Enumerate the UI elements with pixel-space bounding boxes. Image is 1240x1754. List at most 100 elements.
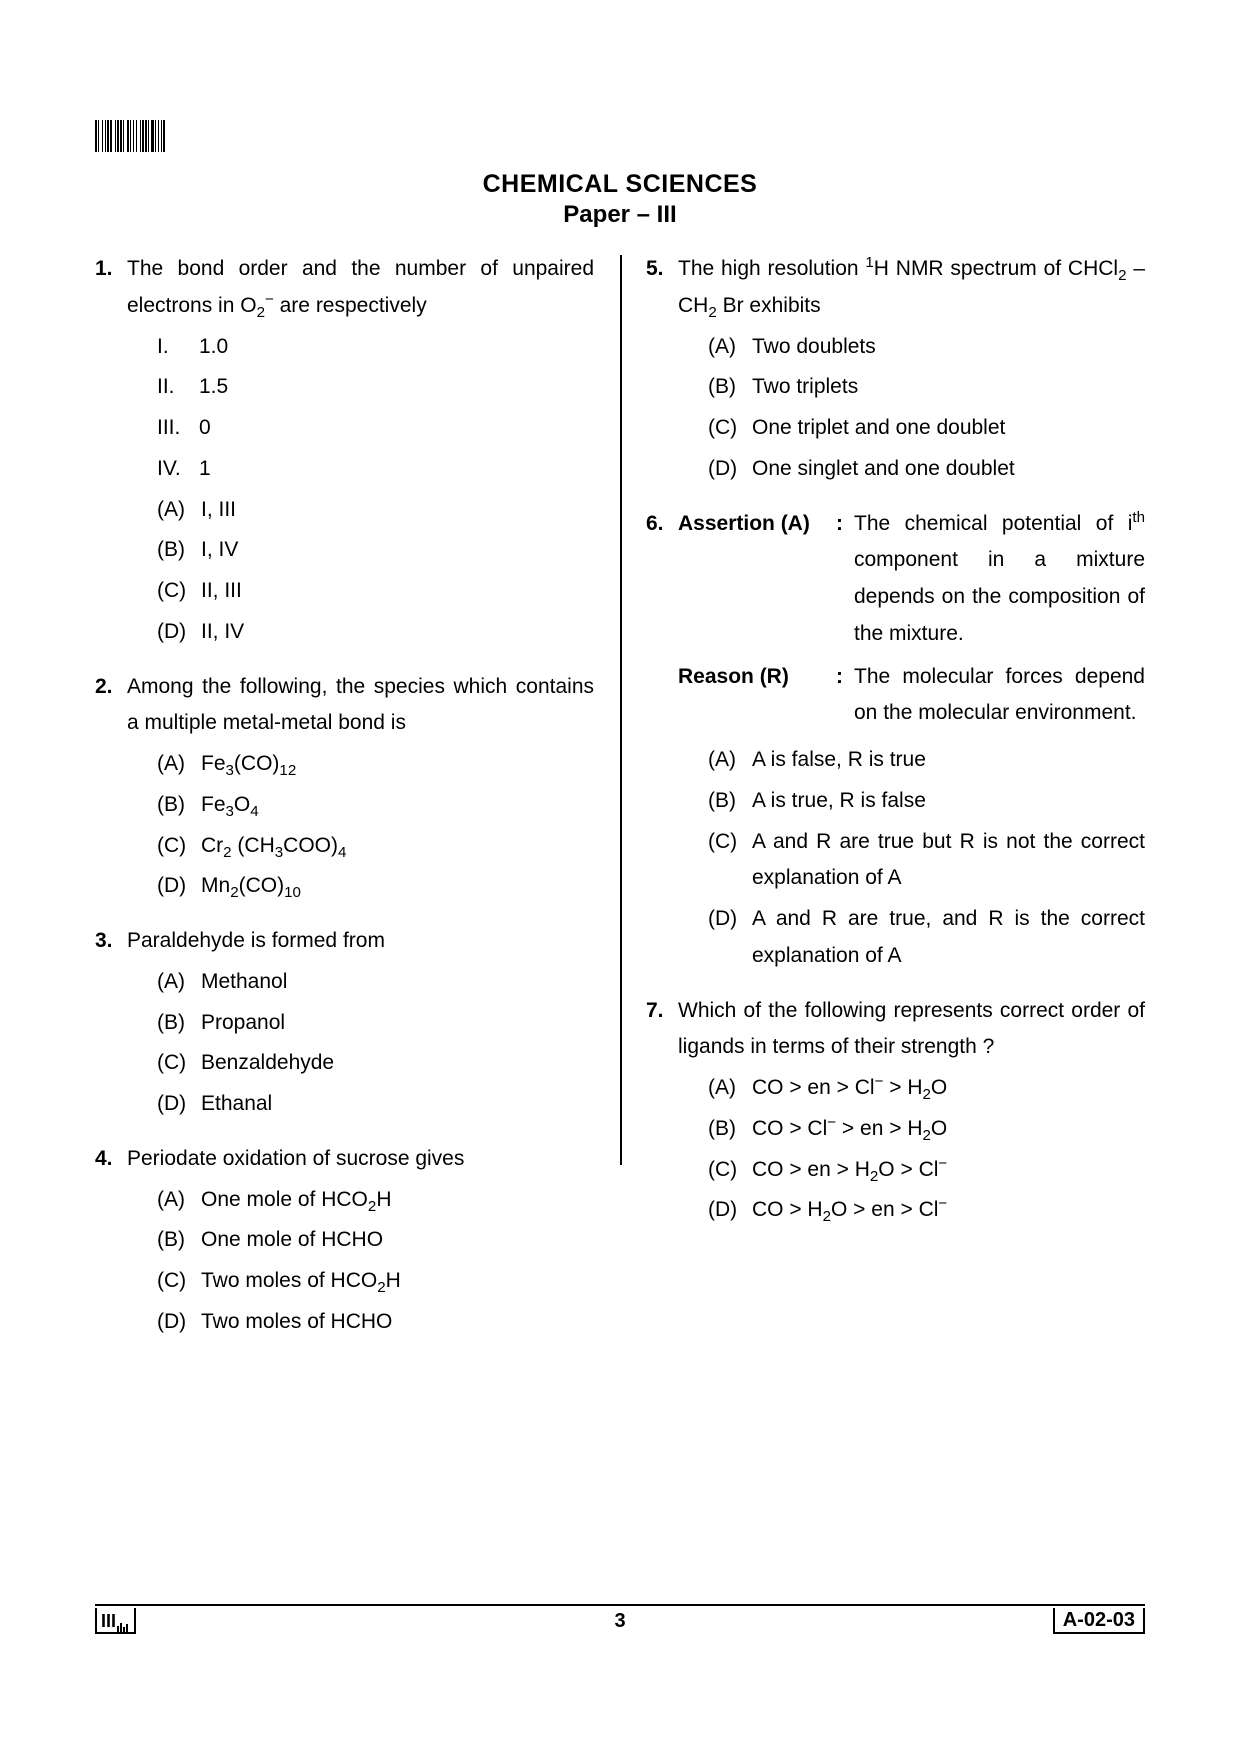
option-item: (A)Methanol bbox=[157, 964, 594, 1001]
option-text: Two doublets bbox=[752, 329, 1145, 366]
title-block: CHEMICAL SCIENCES Paper – III bbox=[95, 170, 1145, 229]
question: 4.Periodate oxidation of sucrose gives(A… bbox=[95, 1141, 594, 1345]
option-letter: (B) bbox=[708, 783, 752, 820]
footer-left-code: III bbox=[95, 1608, 136, 1634]
option-letter: (C) bbox=[157, 573, 201, 610]
option-item: (C)CO > en > H2O > Cl− bbox=[708, 1152, 1145, 1189]
option-letter: (A) bbox=[708, 329, 752, 366]
roman-item: II.1.5 bbox=[157, 369, 594, 406]
option-letter: (C) bbox=[708, 1152, 752, 1189]
question-number: 5. bbox=[646, 251, 678, 492]
option-text: Two moles of HCHO bbox=[201, 1304, 594, 1341]
question-number: 6. bbox=[646, 506, 678, 979]
option-item: (B)CO > Cl− > en > H2O bbox=[708, 1111, 1145, 1148]
question-stem: Among the following, the species which c… bbox=[127, 669, 594, 743]
option-letter: (D) bbox=[157, 868, 201, 905]
option-text: One mole of HCO2H bbox=[201, 1182, 594, 1219]
option-letter: (A) bbox=[157, 492, 201, 529]
option-text: I, IV bbox=[201, 532, 594, 569]
option-item: (C)Cr2 (CH3COO)4 bbox=[157, 828, 594, 865]
option-letter: (D) bbox=[708, 1192, 752, 1229]
options-list: (A)Two doublets(B)Two triplets (C)One tri… bbox=[678, 329, 1145, 488]
option-text: Fe3O4 bbox=[201, 787, 594, 824]
option-text: II, III bbox=[201, 573, 594, 610]
footer-right-code: A-02-03 bbox=[1053, 1608, 1145, 1634]
option-text: I, III bbox=[201, 492, 594, 529]
option-text: Two moles of HCO2H bbox=[201, 1263, 594, 1300]
option-letter: (A) bbox=[157, 1182, 201, 1219]
option-item: (B)A is true, R is false bbox=[708, 783, 1145, 820]
option-text: Benzaldehyde bbox=[201, 1045, 594, 1082]
option-letter: (B) bbox=[157, 1222, 201, 1259]
option-text: Methanol bbox=[201, 964, 594, 1001]
option-letter: (D) bbox=[157, 1086, 201, 1123]
option-text: One mole of HCHO bbox=[201, 1222, 594, 1259]
option-text: II, IV bbox=[201, 614, 594, 651]
reason-row: Reason (R):The molecular forces depend o… bbox=[678, 659, 1145, 733]
options-list: (A)Methanol(B)Propanol(C)Benzaldehyde(D)… bbox=[127, 964, 594, 1123]
question-stem: Periodate oxidation of sucrose gives bbox=[127, 1141, 594, 1178]
assertion-row: Assertion (A):The chemical potential of … bbox=[678, 506, 1145, 653]
option-text: Cr2 (CH3COO)4 bbox=[201, 828, 594, 865]
option-letter: (C) bbox=[157, 1045, 201, 1082]
footer-left-text: III bbox=[101, 1611, 116, 1632]
footer-mini-bars-icon bbox=[117, 1623, 128, 1632]
roman-text: 1.0 bbox=[199, 329, 228, 366]
column-divider bbox=[620, 255, 622, 1165]
options-list: (A)A is false, R is true(B)A is true, R … bbox=[678, 742, 1145, 975]
roman-text: 1.5 bbox=[199, 369, 228, 406]
option-letter: (B) bbox=[157, 1005, 201, 1042]
option-item: (D)Mn2(CO)10 bbox=[157, 868, 594, 905]
page-footer: III 3 A-02-03 bbox=[95, 1604, 1145, 1634]
option-letter: (A) bbox=[157, 746, 201, 783]
option-text: Mn2(CO)10 bbox=[201, 868, 594, 905]
option-text: CO > H2O > en > Cl− bbox=[752, 1192, 1145, 1229]
question-number: 3. bbox=[95, 923, 127, 1127]
option-item: (C)One triplet and one doublet bbox=[708, 410, 1145, 447]
colon: : bbox=[836, 506, 854, 653]
option-item: (A)CO > en > Cl− > H2O bbox=[708, 1070, 1145, 1107]
question-body: Periodate oxidation of sucrose gives (A)O… bbox=[127, 1141, 594, 1345]
roman-numeral: I. bbox=[157, 329, 199, 366]
question: 5.The high resolution 1H NMR spectrum of… bbox=[646, 251, 1145, 492]
reason-text: The molecular forces depend on the molec… bbox=[854, 659, 1145, 733]
option-text: CO > en > H2O > Cl− bbox=[752, 1152, 1145, 1189]
option-letter: (C) bbox=[708, 824, 752, 898]
option-item: (D)II, IV bbox=[157, 614, 594, 651]
question: 3.Paraldehyde is formed from (A)Methanol (… bbox=[95, 923, 594, 1127]
question: 2.Among the following, the species which… bbox=[95, 669, 594, 910]
option-text: One triplet and one doublet bbox=[752, 410, 1145, 447]
option-item: (D)Ethanal bbox=[157, 1086, 594, 1123]
option-item: (C)A and R are true but R is not the cor… bbox=[708, 824, 1145, 898]
question: 1.The bond order and the number of unpai… bbox=[95, 251, 594, 655]
roman-numeral: III. bbox=[157, 410, 199, 447]
options-list: (A)Fe3(CO)12(B)Fe3O4(C)Cr2 (CH3COO)4(D)M… bbox=[127, 746, 594, 905]
option-item: (A)Fe3(CO)12 bbox=[157, 746, 594, 783]
question-body: Assertion (A):The chemical potential of … bbox=[678, 506, 1145, 979]
option-text: Propanol bbox=[201, 1005, 594, 1042]
question-body: The bond order and the number of unpaire… bbox=[127, 251, 594, 655]
option-letter: (A) bbox=[708, 742, 752, 779]
option-letter: (C) bbox=[157, 1263, 201, 1300]
question-body: Among the following, the species which c… bbox=[127, 669, 594, 910]
question-stem: Paraldehyde is formed from bbox=[127, 923, 594, 960]
question: 6.Assertion (A):The chemical potential o… bbox=[646, 506, 1145, 979]
question-number: 2. bbox=[95, 669, 127, 910]
option-text: CO > en > Cl− > H2O bbox=[752, 1070, 1145, 1107]
option-letter: (B) bbox=[157, 532, 201, 569]
option-item: (B)One mole of HCHO bbox=[157, 1222, 594, 1259]
option-item: (C)Two moles of HCO2H bbox=[157, 1263, 594, 1300]
roman-item: III.0 bbox=[157, 410, 594, 447]
page-number: 3 bbox=[614, 1610, 625, 1633]
question-body: Which of the following represents correc… bbox=[678, 993, 1145, 1234]
question-stem: The high resolution 1H NMR spectrum of C… bbox=[678, 251, 1145, 325]
option-item: (B)Two triplets bbox=[708, 369, 1145, 406]
assertion-label: Assertion (A) bbox=[678, 506, 836, 653]
question-stem: The bond order and the number of unpaire… bbox=[127, 251, 594, 325]
options-list: (A)One mole of HCO2H(B)One mole of HCHO(… bbox=[127, 1182, 594, 1341]
option-item: (D)A and R are true, and R is the correc… bbox=[708, 901, 1145, 975]
option-letter: (D) bbox=[708, 901, 752, 975]
roman-text: 1 bbox=[199, 451, 211, 488]
option-letter: (A) bbox=[708, 1070, 752, 1107]
question-columns: 1.The bond order and the number of unpai… bbox=[95, 251, 1145, 1359]
